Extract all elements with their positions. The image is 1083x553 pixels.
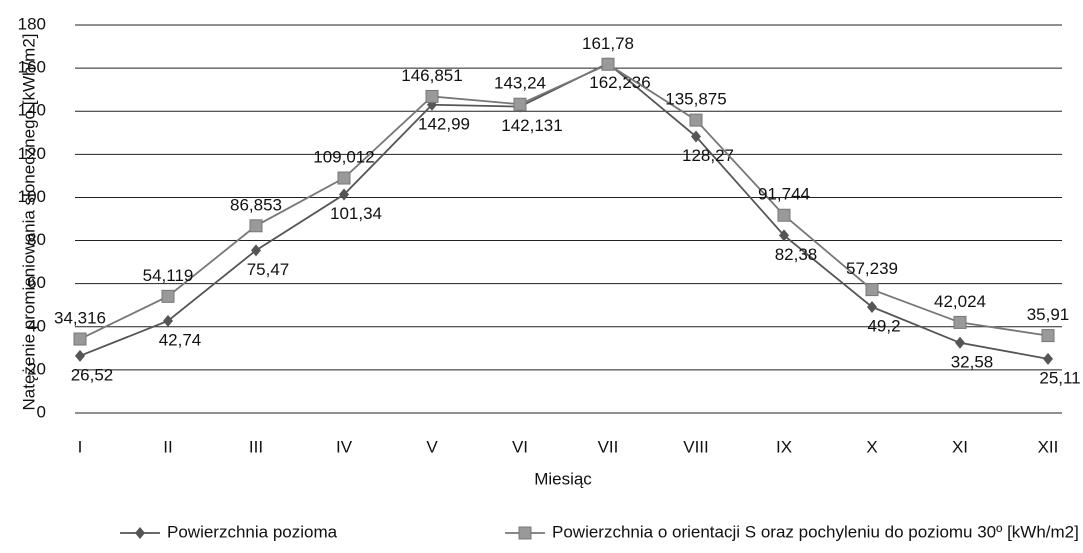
x-tick-label: VII xyxy=(598,437,619,456)
y-tick-label: 180 xyxy=(18,14,46,33)
data-point xyxy=(691,130,701,143)
y-tick-label: 120 xyxy=(18,144,46,163)
legend-marker xyxy=(135,527,145,539)
data-label: 162,236 xyxy=(589,73,650,92)
data-point xyxy=(1043,352,1053,365)
y-tick-label: 160 xyxy=(18,58,46,77)
data-point xyxy=(251,244,261,257)
x-tick-label: II xyxy=(163,437,172,456)
data-label: 34,316 xyxy=(54,309,106,328)
data-label: 25,11 xyxy=(1039,368,1080,387)
data-label: 146,851 xyxy=(401,66,462,85)
data-label: 142,131 xyxy=(501,116,562,135)
data-point xyxy=(777,208,791,222)
data-point xyxy=(161,289,175,303)
legend-label: Powierzchnia pozioma xyxy=(167,522,338,541)
x-tick-label: V xyxy=(426,437,438,456)
data-label: 26,52 xyxy=(71,365,114,384)
data-label: 42,74 xyxy=(159,330,202,349)
data-label: 142,99 xyxy=(418,114,470,133)
x-tick-label: IV xyxy=(336,437,353,456)
data-label: 57,239 xyxy=(846,259,898,278)
data-label: 42,024 xyxy=(934,292,986,311)
x-tick-label: VIII xyxy=(683,437,709,456)
data-point xyxy=(779,229,789,242)
data-label: 82,38 xyxy=(775,245,818,264)
data-point xyxy=(689,113,703,127)
data-label: 32,58 xyxy=(951,352,994,371)
x-tick-label: XI xyxy=(952,437,968,456)
x-tick-label: VI xyxy=(512,437,528,456)
data-point xyxy=(513,97,527,111)
x-axis-label: Miesiąc xyxy=(534,469,592,488)
x-tick-label: III xyxy=(249,437,263,456)
data-point xyxy=(73,332,87,346)
data-label: 101,34 xyxy=(330,204,382,223)
y-tick-label: 60 xyxy=(27,273,46,292)
x-tick-label: IX xyxy=(776,437,792,456)
x-tick-label: X xyxy=(866,437,877,456)
data-label: 109,012 xyxy=(313,148,374,167)
data-point xyxy=(601,57,615,71)
legend-label: Powierzchnia o orientacji S oraz pochyle… xyxy=(552,522,1079,541)
data-point xyxy=(867,300,877,313)
data-point xyxy=(163,314,173,327)
data-point xyxy=(865,283,879,297)
y-axis-label: Natężenie promieniowania słonecznego [kW… xyxy=(19,33,38,410)
x-tick-label: I xyxy=(78,437,83,456)
data-label: 128,27 xyxy=(682,146,734,165)
data-label: 91,744 xyxy=(758,185,810,204)
data-label: 54,119 xyxy=(143,266,194,285)
y-tick-label: 100 xyxy=(18,187,46,206)
series-line xyxy=(79,63,1049,340)
data-label: 143,24 xyxy=(494,74,546,93)
y-tick-label: 0 xyxy=(37,402,46,421)
data-point xyxy=(953,315,967,329)
legend-marker xyxy=(518,526,532,540)
data-point xyxy=(249,219,263,233)
y-tick-label: 40 xyxy=(27,316,46,335)
data-point xyxy=(425,89,439,103)
data-label: 86,853 xyxy=(230,195,282,214)
y-tick-label: 80 xyxy=(27,230,46,249)
data-label: 75,47 xyxy=(247,260,290,279)
data-label: 49,2 xyxy=(867,316,900,335)
data-point xyxy=(337,171,351,185)
x-tick-label: XII xyxy=(1038,437,1059,456)
data-point xyxy=(75,349,85,362)
data-point xyxy=(1041,329,1055,343)
data-label: 161,78 xyxy=(582,34,634,53)
data-point xyxy=(955,336,965,349)
series-line xyxy=(79,62,1049,360)
data-point xyxy=(339,188,349,201)
y-tick-label: 20 xyxy=(27,359,46,378)
data-label: 35,91 xyxy=(1027,305,1070,324)
y-tick-label: 140 xyxy=(18,101,46,120)
data-label: 135,875 xyxy=(665,90,726,109)
